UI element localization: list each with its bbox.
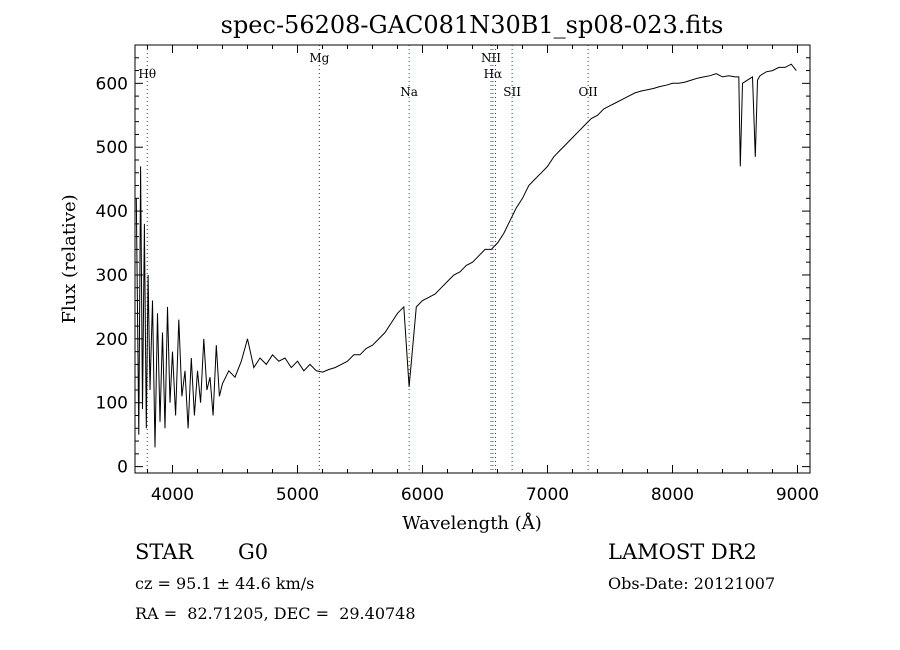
line-label-4: Hα — [484, 67, 503, 81]
line-label-7: OII — [578, 85, 598, 99]
x-tick-label-1: 5000 — [276, 485, 319, 505]
x-tick-label-2: 6000 — [401, 485, 444, 505]
redshift-velocity: cz = 95.1 ± 44.6 km/s — [135, 574, 315, 593]
chart-title: spec-56208-GAC081N30B1_sp08-023.fits — [221, 11, 724, 39]
y-tick-label-4: 400 — [96, 202, 128, 222]
subclass: G0 — [238, 540, 269, 564]
y-tick-label-2: 200 — [96, 330, 128, 350]
y-tick-label-0: 0 — [117, 458, 128, 478]
line-label-2: Na — [400, 85, 418, 99]
y-tick-label-1: 100 — [96, 394, 128, 414]
plot-frame — [134, 44, 811, 474]
observation-date: Obs-Date: 20121007 — [608, 574, 776, 593]
x-axis-label: Wavelength (Å) — [402, 512, 542, 534]
line-label-1: Mg — [309, 51, 329, 65]
y-axis-label: Flux (relative) — [59, 194, 80, 323]
line-label-6: SII — [503, 85, 521, 99]
x-tick-label-5: 9000 — [776, 485, 819, 505]
y-tick-label-5: 500 — [96, 138, 128, 158]
x-tick-label-0: 4000 — [151, 485, 194, 505]
line-label-3: NII — [481, 51, 501, 65]
spectrum-line — [135, 63, 797, 448]
y-tick-label-6: 600 — [96, 74, 128, 94]
line-label-0: Hθ — [138, 67, 156, 81]
object-class: STAR — [135, 540, 194, 564]
survey-name: LAMOST DR2 — [608, 540, 757, 564]
x-tick-label-4: 8000 — [651, 485, 694, 505]
y-tick-label-3: 300 — [96, 266, 128, 286]
coordinates: RA = 82.71205, DEC = 29.40748 — [135, 604, 416, 623]
x-tick-label-3: 7000 — [526, 485, 569, 505]
